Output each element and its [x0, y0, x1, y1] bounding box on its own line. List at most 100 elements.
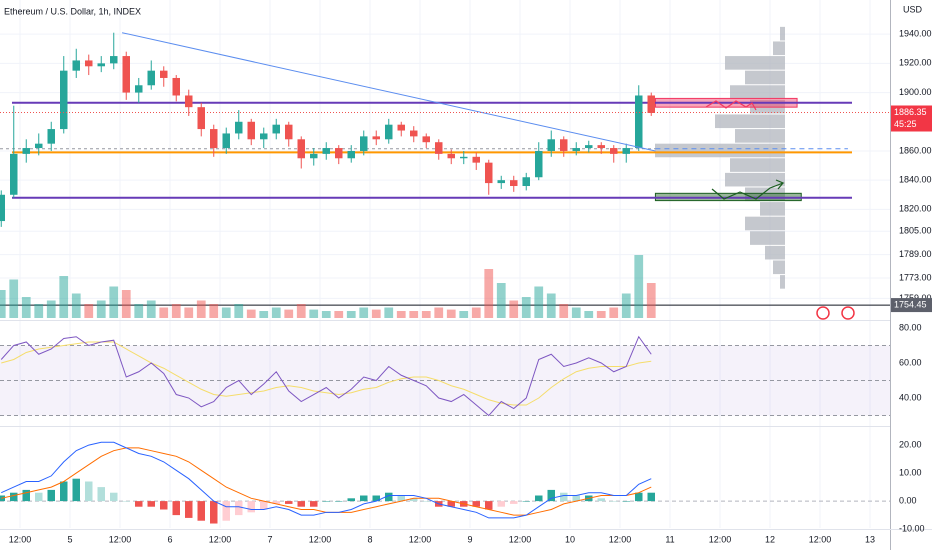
macd-tick-label: 10.00 [899, 467, 922, 477]
candle-body [172, 77, 180, 96]
x-tick-label: 13 [865, 534, 875, 544]
macd-histogram-bar [285, 501, 293, 504]
macd-line [1, 441, 652, 519]
x-tick-label: 12:00 [309, 534, 332, 544]
candle-body [22, 148, 30, 154]
annotation-zigzag [705, 100, 757, 111]
macd-histogram-bar [160, 501, 168, 510]
candle-body [147, 70, 155, 86]
candle-body [135, 85, 143, 93]
macd-histogram-bar [610, 501, 618, 502]
volume-profile-bar [780, 26, 785, 41]
candle-body [197, 107, 205, 130]
y-tick-label: 1940.00 [899, 29, 932, 39]
x-tick-label: 12:00 [809, 534, 832, 544]
volume-bar [84, 304, 94, 318]
volume-bar [159, 307, 169, 318]
volume-bar [121, 290, 131, 318]
x-tick-label: 7 [267, 534, 272, 544]
macd-histogram-bar [472, 501, 480, 507]
macd-histogram-bar [35, 492, 43, 502]
macd-histogram-bar [597, 498, 605, 502]
volume-bar [634, 255, 644, 318]
volume-bar [34, 304, 44, 318]
event-flag[interactable] [841, 306, 855, 320]
macd-tick-label: 20.00 [899, 439, 922, 449]
event-flag[interactable] [816, 306, 830, 320]
y-tick-label: 1920.00 [899, 58, 932, 68]
macd-histogram-bar [185, 501, 193, 518]
macd-histogram-bar [535, 495, 543, 502]
candle-body [385, 124, 393, 140]
volume-profile-bar [773, 260, 785, 275]
volume-profile-bar [780, 275, 785, 289]
y-tick-label: 1805.00 [899, 226, 932, 236]
macd-histogram-bar [72, 478, 80, 502]
macd-histogram-bar [297, 501, 305, 507]
macd-histogram-bar [510, 501, 518, 504]
macd-histogram-bar [197, 501, 205, 521]
rsi-ma-line [1, 341, 652, 406]
candle-body [210, 129, 218, 149]
volume-bar [321, 311, 331, 318]
candle-body [360, 136, 368, 151]
macd-histogram-bar [522, 501, 530, 502]
price-label: 1886.35 [894, 107, 927, 117]
volume-profile-bar [760, 202, 785, 216]
candle-body [310, 153, 318, 159]
x-tick-label: 12:00 [209, 534, 232, 544]
x-tick-label: 12 [765, 534, 775, 544]
volume-bar [209, 304, 219, 318]
macd-histogram-bar [447, 501, 455, 507]
volume-bar [396, 311, 406, 318]
volume-bar [9, 279, 19, 318]
volume-bar [346, 311, 356, 318]
volume-bar [384, 307, 394, 318]
macd-histogram-bar [372, 495, 380, 502]
macd-histogram-bar [322, 501, 330, 502]
macd-histogram-bar [110, 492, 118, 502]
volume-bar [134, 304, 144, 318]
volume-profile-bar [725, 172, 785, 187]
macd-histogram-bar [172, 501, 180, 516]
macd-histogram-bar [410, 498, 418, 502]
volume-bar [221, 307, 231, 318]
volume-profile-bar [655, 143, 785, 158]
currency-label: USD [903, 4, 923, 14]
x-tick-label: 12:00 [409, 534, 432, 544]
candle-body [572, 148, 580, 151]
volume-profile-bar [773, 41, 785, 56]
volume-bar [284, 309, 294, 318]
volume-bar [571, 307, 581, 318]
candle-body [247, 121, 255, 140]
candle-body [235, 121, 243, 134]
candle-body [285, 124, 293, 140]
volume-bar [484, 269, 494, 318]
volume-bar [46, 300, 56, 318]
macd-histogram-bar [572, 495, 580, 502]
volume-bar [146, 300, 156, 318]
price-label: 1754.45 [894, 299, 927, 309]
candle-body [47, 129, 55, 144]
macd-histogram-bar [60, 481, 68, 502]
macd-histogram-bar [310, 501, 318, 507]
x-tick-label: 8 [367, 534, 372, 544]
countdown-label: 45:25 [894, 119, 917, 129]
volume-bar [271, 307, 281, 318]
macd-histogram-bar [547, 489, 555, 502]
volume-bar [0, 290, 6, 318]
macd-histogram-bar [485, 501, 493, 510]
volume-bar [171, 304, 181, 318]
candle-body [97, 63, 105, 67]
volume-bar [109, 286, 119, 318]
volume-bar [646, 283, 656, 318]
volume-bar [309, 309, 319, 318]
candle-body [372, 136, 380, 140]
volume-profile-bar [725, 56, 785, 70]
rsi-line [0, 335, 652, 417]
candle-body [10, 153, 18, 195]
macd-histogram-bar [347, 498, 355, 502]
macd-histogram-bar [135, 501, 143, 507]
macd-histogram-bar [422, 501, 430, 502]
macd-histogram-bar [47, 489, 55, 502]
